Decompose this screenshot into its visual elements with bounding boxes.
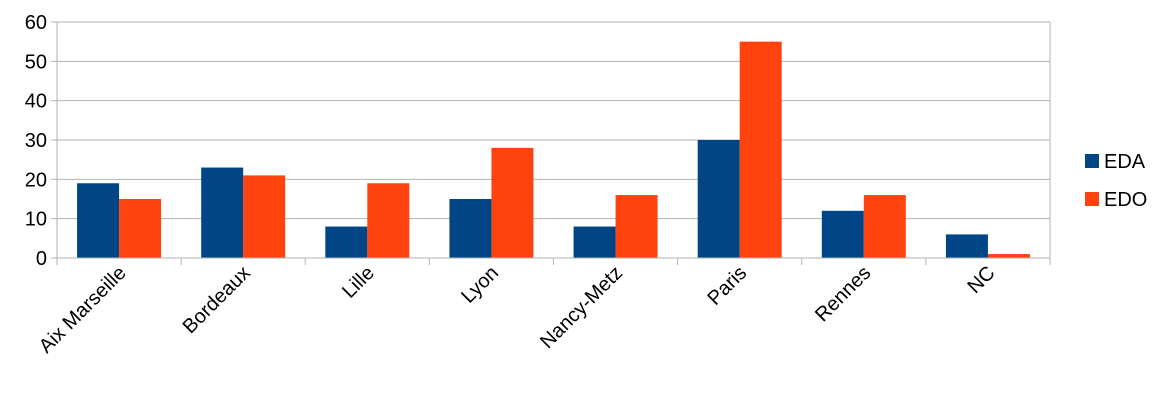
x-tick-label: Paris — [703, 262, 751, 310]
bar-eda-nancy-metz — [573, 226, 616, 258]
legend-label-edo: EDO — [1104, 189, 1147, 211]
y-tick-label: 50 — [25, 51, 47, 73]
bar-eda-nc — [945, 234, 988, 258]
axes — [51, 21, 1051, 265]
bar-eda-lille — [325, 226, 368, 258]
legend: EDA EDO — [1085, 151, 1147, 211]
y-tick-label: 60 — [25, 12, 47, 34]
y-tick-label: 40 — [25, 91, 47, 113]
legend-swatch-eda — [1085, 154, 1099, 168]
bar-edo-rennes — [863, 195, 906, 258]
x-tick-label: Lyon — [457, 262, 503, 308]
x-tick-labels: Aix Marseille Bordeaux Lille Lyon Nancy-Metz… — [35, 262, 1000, 358]
y-tick-label: 30 — [25, 130, 47, 152]
y-tick-labels: 0 10 20 30 40 50 60 — [25, 12, 47, 270]
x-tick-label: Lille — [338, 262, 379, 303]
x-tick-label: NC — [963, 262, 999, 298]
legend-label-eda: EDA — [1104, 151, 1146, 173]
x-tick-label: Aix Marseille — [35, 262, 131, 358]
bar-eda-bordeaux — [201, 167, 244, 258]
bar-eda-aix-marseille — [77, 183, 120, 258]
bar-edo-aix-marseille — [119, 199, 162, 258]
bar-edo-lyon — [491, 147, 534, 258]
bar-eda-rennes — [821, 210, 864, 258]
x-tick-label: Rennes — [811, 262, 875, 326]
bar-edo-lille — [367, 183, 410, 258]
y-tick-label: 0 — [36, 248, 47, 270]
bars — [77, 41, 1030, 258]
y-tick-label: 10 — [25, 209, 47, 231]
bar-edo-nc — [987, 254, 1030, 258]
bar-edo-bordeaux — [243, 175, 286, 258]
bar-eda-paris — [697, 140, 740, 258]
bar-edo-nancy-metz — [615, 195, 658, 258]
x-tick-label: Nancy-Metz — [536, 262, 627, 353]
bar-eda-lyon — [449, 199, 492, 258]
x-tick-label: Bordeaux — [179, 262, 255, 338]
y-tick-label: 20 — [25, 169, 47, 191]
legend-swatch-edo — [1085, 192, 1099, 206]
bar-edo-paris — [739, 41, 782, 258]
